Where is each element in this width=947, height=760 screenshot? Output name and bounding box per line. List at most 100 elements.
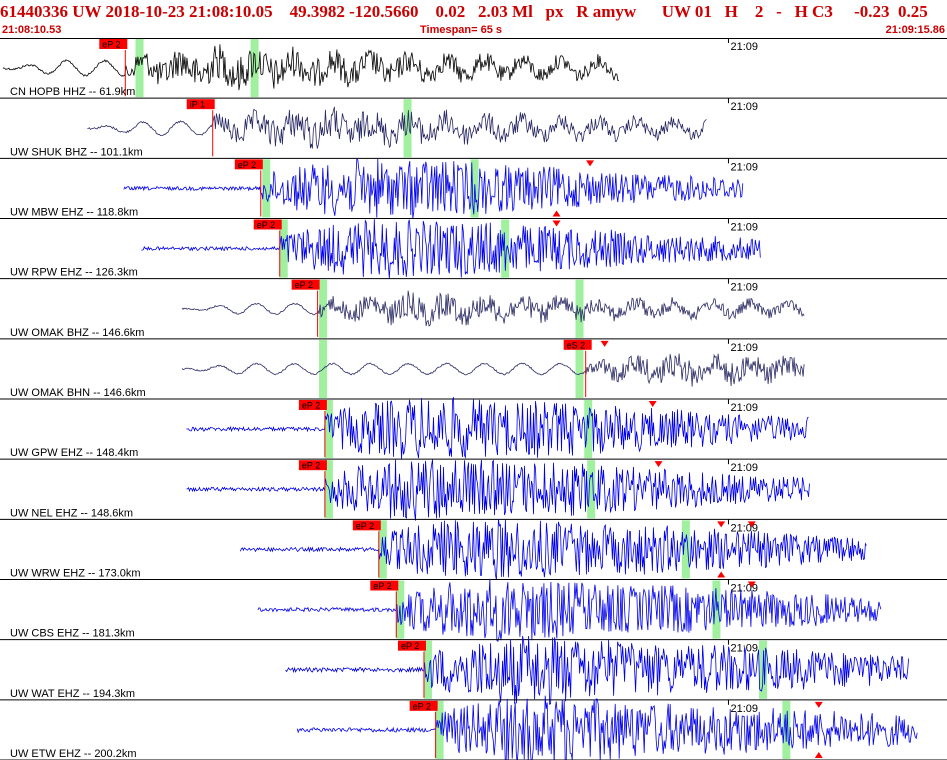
phase-window xyxy=(423,640,432,699)
timespan-label: Timespan= 65 s xyxy=(420,24,503,36)
arrival-marker xyxy=(552,210,561,217)
waveform xyxy=(87,106,707,149)
arrival-marker xyxy=(747,521,756,528)
phase-window xyxy=(135,39,144,98)
station-label: UW RPW EHZ -- 126.3km xyxy=(10,267,138,279)
phase-window xyxy=(584,400,593,459)
arrival-marker xyxy=(717,571,726,578)
trace-row[interactable]: 21:09 eP 2 UW GPW EHZ -- 148.4km xyxy=(0,397,947,460)
pick-flag xyxy=(397,640,426,651)
arrival-marker xyxy=(747,581,756,588)
pick-label: eP 2 xyxy=(413,701,431,711)
waveform xyxy=(240,518,867,580)
minute-mark-label: 21:09 xyxy=(730,402,758,414)
station-label: UW SHUK BHZ -- 101.1km xyxy=(10,146,143,158)
phase-window xyxy=(378,520,387,579)
arrival-marker xyxy=(717,521,726,528)
pick-label: eP 2 xyxy=(238,160,256,170)
pick-label: eP 2 xyxy=(102,40,120,50)
station-label: UW WRW EHZ -- 173.0km xyxy=(10,568,141,580)
phase-window xyxy=(262,159,271,218)
pick-label: eP 2 xyxy=(302,461,320,471)
trace-row[interactable]: 21:09 eP 2 UW OMAK BHZ -- 146.6km xyxy=(0,278,947,340)
waveform xyxy=(181,290,805,327)
pick-label: eP 2 xyxy=(401,641,419,651)
waveform xyxy=(296,695,918,760)
minute-mark-label: 21:09 xyxy=(730,282,758,294)
phase-window xyxy=(279,219,288,278)
station-label: UW OMAK BHZ -- 146.6km xyxy=(10,327,144,339)
time-info-bar: 21:08:10.53 Timespan= 65 s 21:09:15.86 xyxy=(0,24,947,38)
minute-mark-label: 21:09 xyxy=(730,41,758,53)
phase-window xyxy=(250,39,259,98)
phase-window xyxy=(575,339,584,398)
phase-window xyxy=(712,580,721,639)
trace-row[interactable]: 21:09 eP 2 UW MBW EHZ -- 118.8km xyxy=(0,158,947,219)
phase-window xyxy=(587,460,596,519)
arrival-marker xyxy=(552,220,561,227)
pick-flag xyxy=(409,700,438,711)
trace-row[interactable]: 21:09 iP 1 UW SHUK BHZ -- 101.1km xyxy=(0,98,947,159)
trace-row[interactable]: 21:09 eP 2 UW ETW EHZ -- 200.2km xyxy=(0,695,947,760)
waveform xyxy=(257,578,882,642)
station-label: CN HOPB HHZ -- 61.9km xyxy=(10,86,135,98)
pick-label: eP 2 xyxy=(295,280,313,290)
minute-mark-label: 21:09 xyxy=(730,101,758,113)
arrival-marker xyxy=(814,752,823,758)
phase-window xyxy=(501,219,510,278)
station-label: UW WAT EHZ -- 194.3km xyxy=(10,688,135,700)
pick-label: iP 1 xyxy=(190,100,205,110)
minute-mark-label: 21:09 xyxy=(730,462,758,474)
arrival-marker xyxy=(814,701,823,708)
phase-window xyxy=(435,700,444,759)
pick-flag xyxy=(352,520,381,531)
waveform xyxy=(186,397,809,460)
seismogram-panel[interactable]: 21:09 eP 2 CN HOPB HHZ -- 61.9km 21:09 iP 1 U… xyxy=(0,38,947,760)
minute-mark-label: 21:09 xyxy=(730,222,758,234)
phase-window xyxy=(324,400,333,459)
minute-mark-label: 21:09 xyxy=(730,703,758,715)
pick-flag xyxy=(370,580,399,591)
minute-mark-label: 21:09 xyxy=(730,342,758,354)
station-label: UW CBS EHZ -- 181.3km xyxy=(10,628,135,640)
pick-flag xyxy=(234,159,263,170)
pick-flag xyxy=(563,339,592,350)
pick-label: eP 2 xyxy=(356,521,374,531)
arrival-marker xyxy=(586,160,595,167)
pick-flag xyxy=(253,219,282,230)
station-label: UW MBW EHZ -- 118.8km xyxy=(10,207,138,219)
station-label: UW ETW EHZ -- 200.2km xyxy=(10,748,137,760)
pick-flag xyxy=(186,99,215,110)
trace-row[interactable]: 21:09 eP 2 UW RPW EHZ -- 126.3km xyxy=(0,218,947,280)
phase-window xyxy=(681,520,690,579)
end-time: 21:09:15.86 xyxy=(885,24,945,36)
waveform xyxy=(141,219,761,279)
station-label: UW NEL EHZ -- 148.6km xyxy=(10,507,133,519)
start-time: 21:08:10.53 xyxy=(2,24,62,36)
arrival-marker xyxy=(654,461,663,468)
arrival-marker xyxy=(648,401,657,407)
trace-row[interactable]: 21:09 eS 2 UW OMAK BHN -- 146.6km xyxy=(0,338,947,400)
pick-flag xyxy=(298,460,327,471)
trace-row[interactable]: 21:09 eP 2 CN HOPB HHZ -- 61.9km xyxy=(0,38,947,99)
station-label: UW OMAK BHN -- 146.6km xyxy=(10,387,146,399)
minute-mark-label: 21:09 xyxy=(730,161,758,173)
arrival-marker xyxy=(600,340,609,347)
pick-flag xyxy=(298,400,327,410)
trace-row[interactable]: 21:09 eP 2 UW NEL EHZ -- 148.6km xyxy=(0,459,947,521)
waveform xyxy=(123,158,744,219)
pick-label: eP 2 xyxy=(257,220,275,230)
waveform xyxy=(186,459,810,521)
pick-label: eP 2 xyxy=(373,581,391,591)
waveform xyxy=(285,635,909,705)
pick-label: eS 2 xyxy=(567,340,586,350)
phase-window xyxy=(403,99,412,158)
pick-flag xyxy=(291,279,320,290)
pick-flag xyxy=(99,39,128,49)
waveform xyxy=(181,353,805,387)
station-label: UW GPW EHZ -- 148.4km xyxy=(10,447,138,459)
header: 61440336 UW 2018-10-23 21:08:10.05 49.39… xyxy=(0,0,947,38)
